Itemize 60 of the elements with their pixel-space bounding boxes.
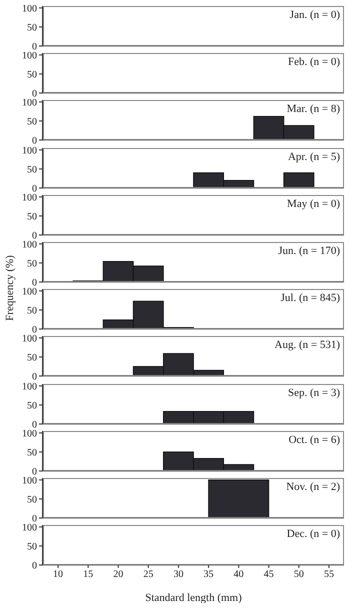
annotation: Jul. (n = 845) [280,292,340,304]
y-axis-title: Frequency (%) [4,254,16,320]
y-tick-label: 50 [27,352,37,364]
y-tick-label: 0 [32,136,37,147]
y-tick-label: 50 [27,211,37,222]
y-tick-label: 0 [32,230,37,242]
annotation: Jan. (n = 0) [290,9,340,21]
y-tick-label: 0 [32,42,37,53]
annotation: Aug. (n = 531) [274,339,340,352]
y-tick-label: 0 [32,183,37,194]
y-tick-label: 100 [22,239,37,250]
y-tick-label: 0 [32,88,37,100]
y-tick-label: 100 [22,475,37,486]
y-tick-label: 100 [22,428,37,440]
x-tick-label: 35 [204,569,214,580]
x-axis-title: Standard length (mm) [145,592,242,604]
y-tick-label: 0 [32,372,37,383]
x-tick-label: 20 [113,569,124,580]
y-tick-label: 50 [27,116,37,128]
y-tick-label: 100 [22,334,37,345]
x-tick-label: 45 [264,569,274,580]
y-tick-label: 0 [32,514,37,525]
x-tick-label: 15 [83,569,94,580]
y-tick-label: 100 [22,98,37,109]
x-tick-label: 25 [143,569,154,580]
annotation: Apr. (n = 5) [288,150,340,163]
annotation: Feb. (n = 0) [288,56,340,68]
y-tick-label: 100 [22,145,37,156]
y-tick-label: 0 [32,466,37,478]
x-tick-label: 50 [294,569,304,580]
annotation: Sep. (n = 3) [288,386,340,399]
annotation: Nov. (n = 2) [286,481,340,493]
y-tick-label: 100 [22,192,37,204]
annotation: Oct. (n = 6) [288,434,340,446]
annotation: Jun. (n = 170) [278,245,340,257]
y-tick-label: 0 [32,419,37,430]
x-tick-label: 55 [324,569,334,580]
y-tick-label: 100 [22,50,37,62]
y-tick-label: 0 [32,560,37,572]
x-tick-label: 30 [173,569,184,580]
y-tick-label: 50 [27,258,37,270]
y-tick-label: 50 [27,164,37,176]
y-tick-label: 50 [27,542,37,553]
annotation: May (n = 0) [287,198,340,210]
y-tick-label: 100 [22,381,37,392]
y-tick-label: 100 [22,3,37,14]
y-tick-label: 50 [27,70,37,81]
y-tick-label: 50 [27,306,37,317]
y-tick-label: 50 [27,400,37,412]
x-tick-label: 40 [234,569,244,580]
y-tick-label: 50 [27,22,37,34]
y-tick-label: 0 [32,278,37,289]
annotation: Dec. (n = 0) [286,528,340,540]
y-tick-label: 100 [22,522,37,534]
x-tick-label: 10 [53,569,64,580]
y-tick-label: 50 [27,447,37,458]
y-tick-label: 50 [27,494,37,506]
annotation: Mar. (n = 8) [286,103,340,116]
y-tick-label: 0 [32,324,37,336]
y-tick-label: 100 [22,286,37,298]
